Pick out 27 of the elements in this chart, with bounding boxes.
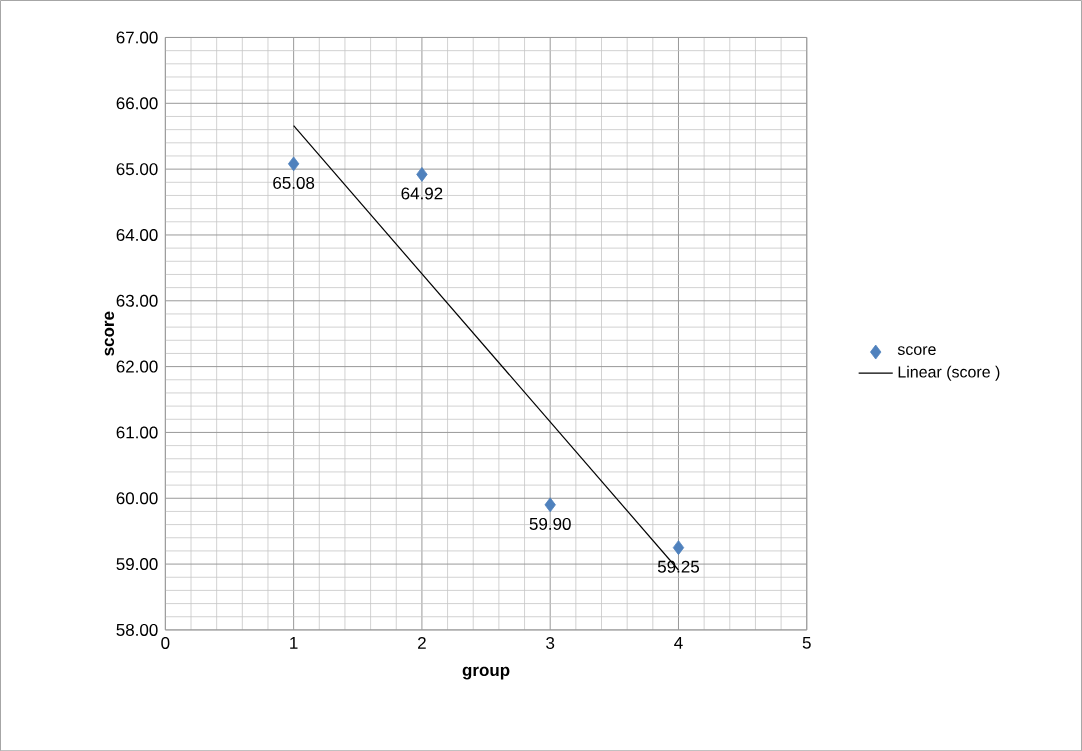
y-tick-label: 65.00 xyxy=(116,162,158,175)
y-tick-label: 67.00 xyxy=(116,31,158,44)
x-axis-title: group xyxy=(462,666,510,680)
point xyxy=(287,156,300,172)
x-tick-label: 2 xyxy=(418,636,426,649)
legend-label: score xyxy=(897,346,936,355)
legend-label: Linear (score ) xyxy=(898,365,1000,381)
data-label: 64.92 xyxy=(401,187,443,200)
data-label: 59.90 xyxy=(529,517,571,530)
x-tick-label: 3 xyxy=(546,636,555,649)
y-tick-label: 61.00 xyxy=(116,426,158,439)
x-tick-label: 1 xyxy=(290,636,298,649)
x-tick-label: 5 xyxy=(802,636,811,649)
y-tick-label: 66.00 xyxy=(116,97,158,110)
y-tick-label: 63.00 xyxy=(116,294,158,307)
data-label: 65.08 xyxy=(273,176,315,189)
point xyxy=(416,166,428,182)
y-tick-label: 62.00 xyxy=(116,360,158,373)
y-tick-label: 59.00 xyxy=(116,557,158,570)
y-tick-label: 64.00 xyxy=(116,228,158,241)
y-tick-label: 58.00 xyxy=(116,623,158,636)
y-axis-title: score xyxy=(104,311,115,356)
point xyxy=(672,540,685,555)
y-tick-label: 60.00 xyxy=(116,492,158,505)
point xyxy=(544,497,556,513)
x-tick-label: 0 xyxy=(161,636,170,649)
x-tick-label: 4 xyxy=(674,636,683,649)
